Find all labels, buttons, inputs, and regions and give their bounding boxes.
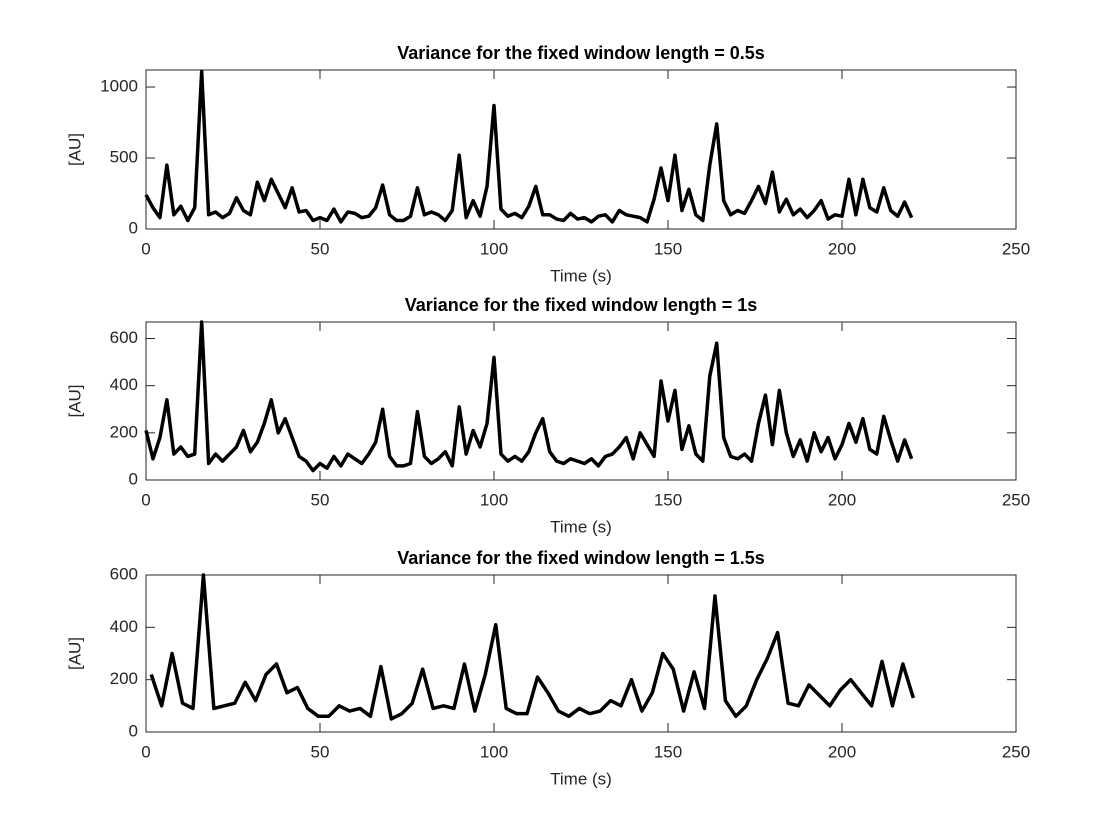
x-tick-label: 250 xyxy=(1002,239,1030,258)
data-line xyxy=(149,573,916,721)
axes-box xyxy=(145,69,1017,230)
axes-box xyxy=(145,321,1017,481)
y-tick-label: 0 xyxy=(129,721,138,740)
x-tick-label: 0 xyxy=(141,239,150,258)
y-tick-label: 600 xyxy=(110,328,138,347)
x-tick-label: 150 xyxy=(654,742,682,761)
y-tick-label: 200 xyxy=(110,669,138,688)
y-axis-label: [AU] xyxy=(65,384,84,417)
x-tick-label: 200 xyxy=(828,239,856,258)
chart-title: Variance for the fixed window length = 1… xyxy=(397,548,765,568)
y-axis-label: [AU] xyxy=(65,133,84,166)
y-tick-label: 400 xyxy=(110,375,138,394)
y-axis-label: [AU] xyxy=(65,637,84,670)
y-tick-label: 400 xyxy=(110,617,138,636)
x-tick-label: 100 xyxy=(480,239,508,258)
x-tick-label: 150 xyxy=(654,239,682,258)
x-tick-label: 250 xyxy=(1002,742,1030,761)
x-axis-label: Time (s) xyxy=(550,769,612,788)
y-tick-label: 1000 xyxy=(100,77,138,96)
x-tick-label: 100 xyxy=(480,742,508,761)
x-tick-label: 50 xyxy=(311,239,330,258)
y-tick-label: 600 xyxy=(110,564,138,583)
y-tick-label: 500 xyxy=(110,148,138,167)
x-axis-label: Time (s) xyxy=(550,517,612,536)
x-tick-label: 0 xyxy=(141,490,150,509)
x-tick-label: 150 xyxy=(654,490,682,509)
x-tick-label: 50 xyxy=(311,742,330,761)
chart-title: Variance for the fixed window length = 1… xyxy=(405,295,758,315)
x-axis-label: Time (s) xyxy=(550,266,612,285)
x-tick-label: 200 xyxy=(828,742,856,761)
y-tick-label: 200 xyxy=(110,422,138,441)
chart-title: Variance for the fixed window length = 0… xyxy=(397,43,765,63)
x-tick-label: 250 xyxy=(1002,490,1030,509)
y-tick-label: 0 xyxy=(129,469,138,488)
data-line xyxy=(144,69,914,224)
x-tick-label: 200 xyxy=(828,490,856,509)
x-tick-label: 100 xyxy=(480,490,508,509)
x-tick-label: 0 xyxy=(141,742,150,761)
x-tick-label: 50 xyxy=(311,490,330,509)
y-tick-label: 0 xyxy=(129,218,138,237)
data-line xyxy=(144,320,914,473)
